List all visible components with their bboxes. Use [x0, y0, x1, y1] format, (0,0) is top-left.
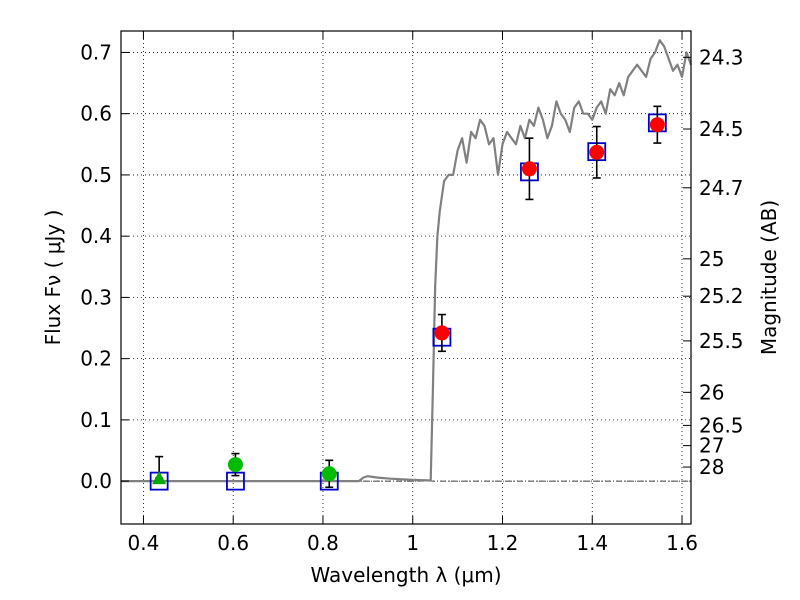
y2-tick-label: 24.5 — [699, 117, 744, 141]
y2-tick-label: 26.5 — [699, 413, 744, 437]
model-spectrum-line — [121, 39, 693, 483]
plot-frame — [120, 30, 692, 525]
ticks: 0.4 0.6 0.8 1 1.2 1.4 1.6 0.0 0.1 0.2 0.3 0.4 0.5 0.6… — [80, 31, 744, 555]
x-tick-label: 1.4 — [576, 531, 608, 555]
y2-tick-label: 24.3 — [699, 45, 744, 69]
y-tick-label: 0.1 — [80, 408, 112, 432]
y2-tick-label: 24.7 — [699, 176, 744, 200]
y-axis-label: Flux Fν ( μJy ) — [41, 210, 65, 346]
y-tick-label: 0.6 — [80, 102, 112, 126]
y-tick-label: 0.2 — [80, 347, 112, 371]
observed-flux-point — [227, 457, 243, 473]
observed-flux-point — [589, 144, 605, 160]
series-layer — [121, 39, 693, 491]
x-tick-label: 1 — [406, 531, 419, 555]
y-tick-label: 0.3 — [80, 285, 112, 309]
y-tick-label: 0.0 — [80, 469, 112, 493]
y-tick-label: 0.4 — [80, 224, 112, 248]
x-tick-label: 0.4 — [128, 531, 160, 555]
y2-tick-label: 26 — [699, 380, 724, 404]
y2-tick-label: 27 — [699, 434, 724, 458]
y-tick-label: 0.7 — [80, 40, 112, 64]
grid — [121, 31, 691, 524]
x-tick-label: 1.2 — [487, 531, 519, 555]
x-tick-label: 0.8 — [307, 531, 339, 555]
y2-tick-label: 25 — [699, 247, 724, 271]
observed-flux-point — [321, 466, 337, 482]
x-tick-label: 0.6 — [217, 531, 249, 555]
x-tick-label: 1.6 — [666, 531, 698, 555]
y2-tick-label: 28 — [699, 455, 724, 479]
observed-flux-point — [434, 325, 450, 341]
y2-tick-label: 25.2 — [699, 284, 744, 308]
y-tick-label: 0.5 — [80, 163, 112, 187]
upper-limit-marker — [152, 471, 167, 485]
x-axis-label: Wavelength λ (μm) — [310, 563, 501, 587]
y2-axis-label: Magnitude (AB) — [757, 200, 781, 355]
observed-flux-point — [521, 161, 537, 177]
y2-tick-label: 25.5 — [699, 329, 744, 353]
observed-flux-point — [649, 117, 665, 133]
